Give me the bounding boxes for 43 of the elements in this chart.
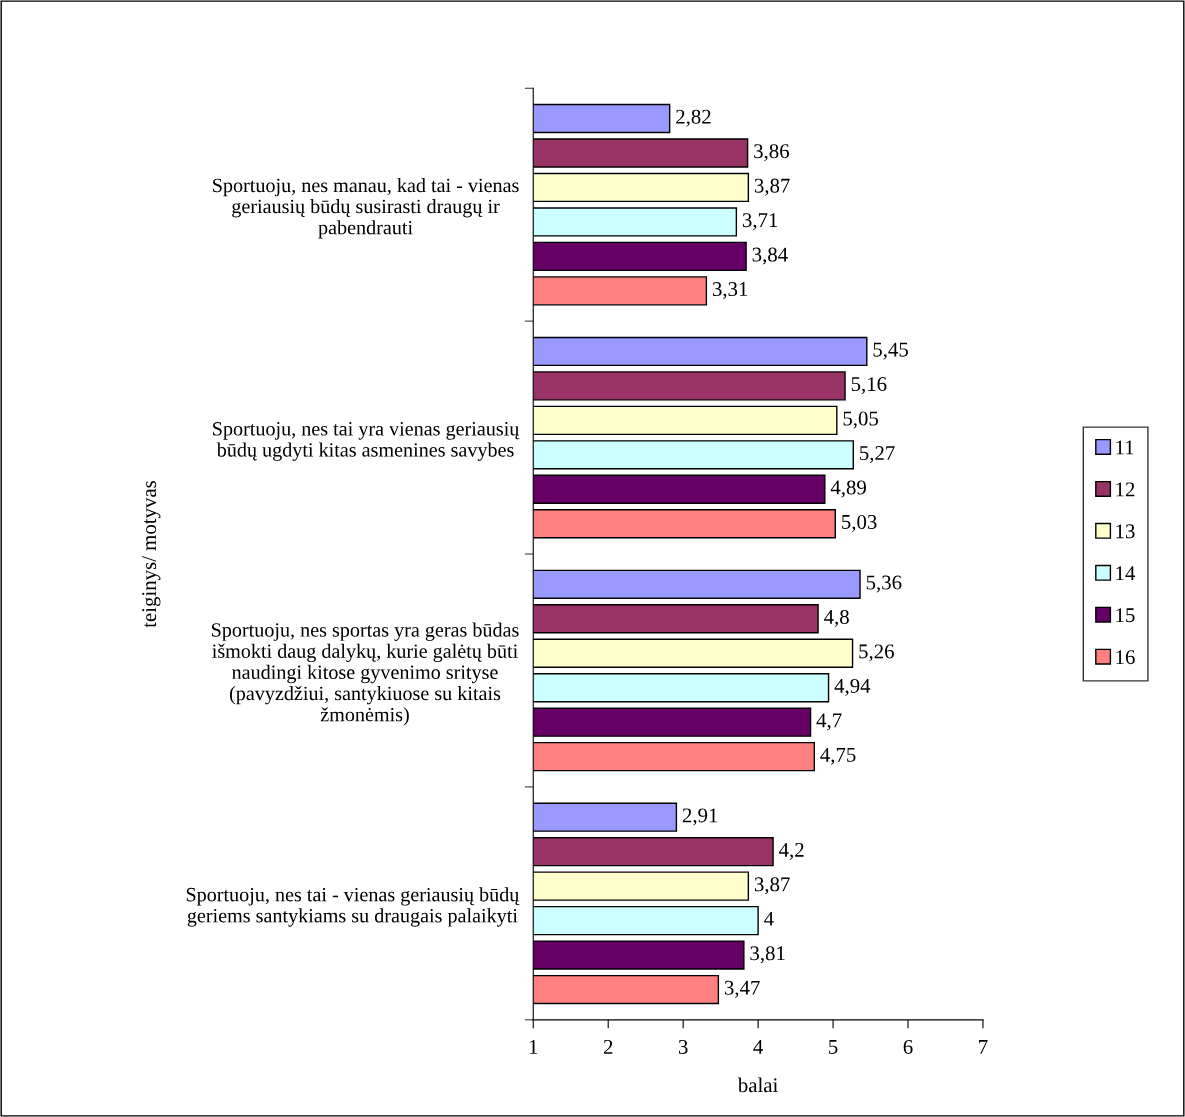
data-label: 2,91 <box>682 808 718 826</box>
data-label: 3,71 <box>742 213 778 231</box>
x-tick-label: 1 <box>529 1039 538 1054</box>
data-label: 3,87 <box>754 178 790 196</box>
legend-label: 16 <box>1116 650 1135 665</box>
legend-label: 13 <box>1116 524 1135 539</box>
x-tick-label: 5 <box>829 1040 838 1054</box>
data-label: 5,36 <box>866 575 902 593</box>
data-label: 4,2 <box>779 842 804 860</box>
data-label: 5,45 <box>873 342 908 360</box>
x-tick-label: 4 <box>753 1040 763 1054</box>
data-label: 3,84 <box>752 247 788 265</box>
data-label: 4,75 <box>820 747 856 765</box>
y-tick-label: Sportuoju, nes tai - vienas geriausių būdų geriems santykiams su draugais palaikyti <box>186 887 520 927</box>
data-label: 2,82 <box>676 109 711 127</box>
legend-label: 15 <box>1116 608 1135 623</box>
data-label: 5,05 <box>843 411 878 429</box>
data-label: 3,87 <box>754 877 790 895</box>
legend-label: 11 <box>1116 440 1134 455</box>
x-tick-label: 7 <box>979 1040 988 1054</box>
y-tick-label: Sportuoju, nes manau, kad tai - vienas geriausių būdų susirasti draugų ir pabendrauti <box>213 178 519 239</box>
data-label: 4,7 <box>816 713 842 731</box>
y-axis-title: teiginys/ motyvas <box>142 481 161 628</box>
data-label: 5,26 <box>859 644 894 662</box>
data-label: 3,86 <box>754 144 789 162</box>
legend-label: 14 <box>1116 566 1136 581</box>
data-label: 3,47 <box>724 980 760 998</box>
y-tick-label: Sportuoju, nes tai yra vienas geriausių būdų ugdyti kitas asmenines savybes <box>213 422 520 461</box>
data-label: 4,94 <box>834 678 871 696</box>
data-label: 5,16 <box>851 377 887 395</box>
data-label: 3,31 <box>712 282 748 300</box>
data-label: 5,27 <box>860 446 895 464</box>
legend-label: 12 <box>1116 482 1135 497</box>
x-tick-label: 2 <box>603 1039 613 1054</box>
data-label: 5,03 <box>842 514 877 532</box>
x-tick-label: 3 <box>678 1039 688 1054</box>
data-label: 3,81 <box>750 946 785 964</box>
data-label: 4 <box>764 911 774 926</box>
x-tick-label: 6 <box>903 1039 913 1054</box>
data-label: 4,89 <box>830 480 866 498</box>
y-tick-label: Sportuoju, nes sportas yra geras būdas išmokti daug dalykų, kurie galėtų būti naudingi kitose gyvenimo srityse (pavyzdžiui, santykiuose su kitais žmonėmis) <box>211 622 519 726</box>
x-axis-title: balai <box>737 1077 778 1093</box>
data-label: 4,8 <box>824 609 849 627</box>
